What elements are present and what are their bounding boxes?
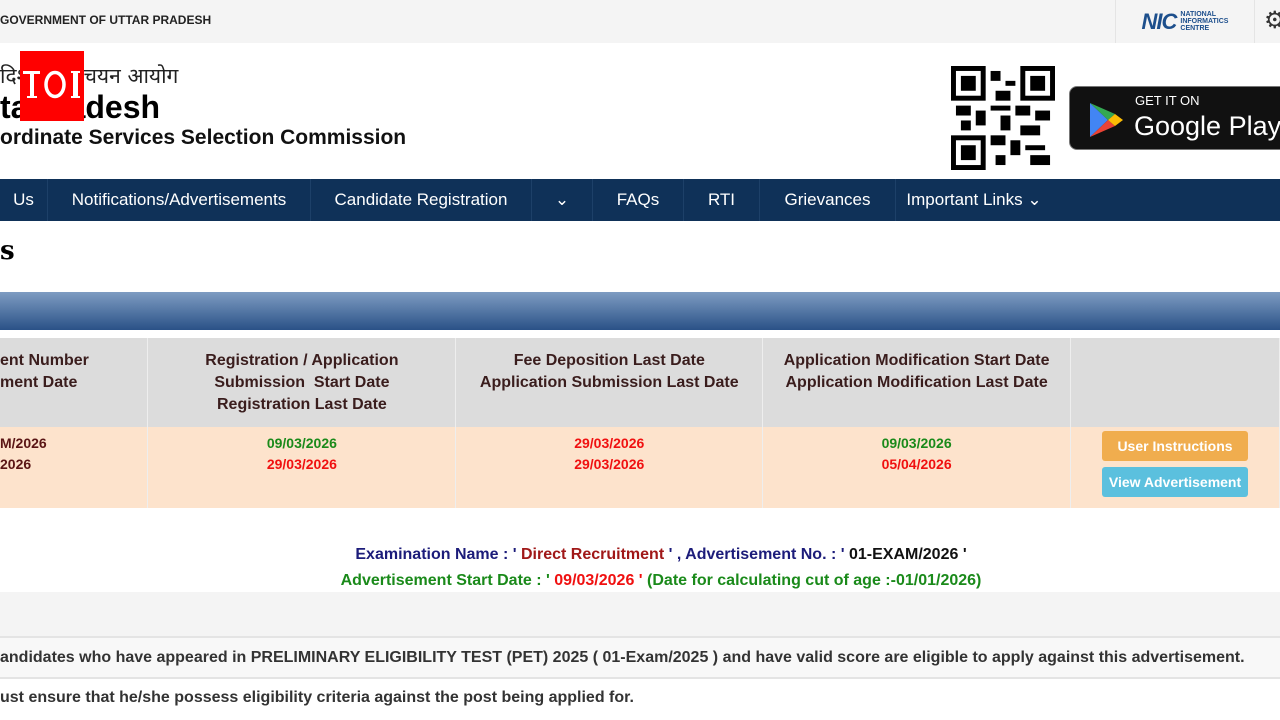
nav-important-links[interactable]: Important Links ⌄	[906, 190, 1042, 209]
top-bar	[0, 0, 1280, 43]
chevron-down-icon[interactable]: ⌄	[532, 179, 593, 221]
nav-grievances[interactable]: Grievances	[760, 179, 896, 221]
page-title: s	[0, 236, 15, 266]
table-row: M/2026 2026 09/03/2026 29/03/2026 29/03/20…	[0, 427, 1280, 508]
qr-code	[951, 66, 1055, 170]
advertisement-table: ent Number ment Date Registration / Appli…	[0, 338, 1280, 508]
advertisement-date-info: Advertisement Start Date : ' 09/03/2026 …	[340, 572, 982, 589]
government-label: GOVERNMENT OF UTTAR PRADESH	[0, 13, 212, 27]
col-modification: Application Modification Start Date Appli…	[762, 338, 1072, 427]
col-registration: Registration / Application Submission Sta…	[147, 338, 457, 427]
play-badge-small-text: GET IT ON	[1135, 93, 1200, 108]
toi-watermark	[20, 51, 84, 121]
site-subtitle: ordinate Services Selection Commission	[0, 126, 407, 149]
section-band	[0, 592, 1280, 636]
nav-notifications[interactable]: Notifications/Advertisements	[48, 179, 311, 221]
gear-icon[interactable]: ⚙	[1264, 7, 1280, 34]
table-header-row: ent Number ment Date Registration / Appli…	[0, 338, 1280, 427]
main-nav: Us Notifications/Advertisements Candidat…	[0, 179, 1280, 221]
section-header-bar	[0, 292, 1280, 330]
google-play-icon	[1090, 103, 1123, 137]
google-play-badge[interactable]: GET IT ON Google Play	[1069, 86, 1280, 150]
nav-faqs[interactable]: FAQs	[593, 179, 684, 221]
eligibility-note: andidates who have appeared in PRELIMINA…	[0, 636, 1280, 679]
nav-about-us[interactable]: Us	[0, 179, 48, 221]
exam-info: Examination Name : ' Direct Recruitment …	[355, 546, 967, 563]
play-badge-big-text: Google Play	[1134, 111, 1280, 141]
criteria-note: ust ensure that he/she possess eligibili…	[0, 689, 634, 706]
col-advertisement: ent Number ment Date	[0, 338, 149, 427]
col-fee: Fee Deposition Last Date Application Subm…	[455, 338, 764, 427]
col-actions	[1070, 338, 1280, 427]
view-advertisement-button[interactable]: View Advertisement	[1102, 467, 1249, 497]
nic-logo[interactable]: NIC NATIONAL INFORMATICS CENTRE	[1115, 0, 1255, 43]
nav-candidate-registration[interactable]: Candidate Registration	[311, 179, 532, 221]
user-instructions-button[interactable]: User Instructions	[1102, 431, 1249, 461]
nav-rti[interactable]: RTI	[684, 179, 760, 221]
